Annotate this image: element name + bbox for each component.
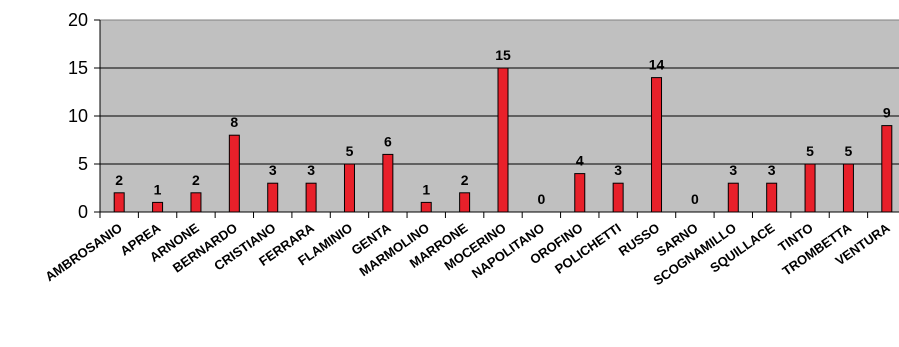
bar [804, 163, 816, 213]
bar [727, 182, 739, 213]
data-label: 9 [883, 105, 891, 121]
data-label: 8 [230, 114, 238, 130]
bar [305, 182, 317, 213]
bar [574, 173, 586, 213]
y-tick-label: 20 [68, 10, 88, 30]
bar [459, 192, 471, 213]
x-tick-label: RUSSO [616, 220, 662, 259]
y-tick-label: 15 [68, 58, 88, 78]
x-tick-label: AMBROSANIO [42, 220, 125, 284]
data-label: 2 [461, 172, 469, 188]
y-axis: 0 5 10 15 20 [68, 10, 101, 222]
data-label: 1 [154, 181, 162, 197]
y-tick-label: 0 [78, 202, 88, 222]
data-label: 2 [115, 172, 123, 188]
data-label: 5 [845, 143, 853, 159]
data-label: 1 [422, 181, 430, 197]
data-label: 3 [614, 162, 622, 178]
x-tick-label: POLICHETTI [552, 220, 624, 277]
bar [228, 134, 240, 213]
bar [612, 182, 624, 213]
bar [152, 201, 164, 213]
bar [420, 201, 432, 213]
data-label: 3 [307, 162, 315, 178]
y-tick-label: 5 [78, 154, 88, 174]
bar [842, 163, 854, 213]
data-labels: 2 1 2 8 3 3 5 6 1 2 15 0 4 3 14 0 3 3 5 5 9 [115, 47, 891, 207]
bar [190, 192, 202, 213]
data-label: 0 [537, 191, 545, 207]
data-label: 6 [384, 133, 392, 149]
data-label: 3 [269, 162, 277, 178]
data-label: 0 [691, 191, 699, 207]
x-axis: AMBROSANIOAPREAARNONEBERNARDOCRISTIANOFE… [42, 211, 899, 288]
bar [267, 182, 279, 213]
bar [113, 192, 125, 213]
bar [343, 163, 355, 213]
data-label: 2 [192, 172, 200, 188]
data-label: 3 [768, 162, 776, 178]
data-label: 15 [495, 47, 511, 63]
data-label: 14 [649, 57, 665, 73]
bar [651, 77, 663, 213]
bar [382, 153, 394, 213]
bar [766, 182, 778, 213]
data-label: 5 [806, 143, 814, 159]
y-tick-label: 10 [68, 106, 88, 126]
data-label: 5 [346, 143, 354, 159]
bar [881, 125, 893, 213]
data-label: 4 [576, 153, 584, 169]
data-label: 3 [729, 162, 737, 178]
bar [497, 67, 509, 213]
